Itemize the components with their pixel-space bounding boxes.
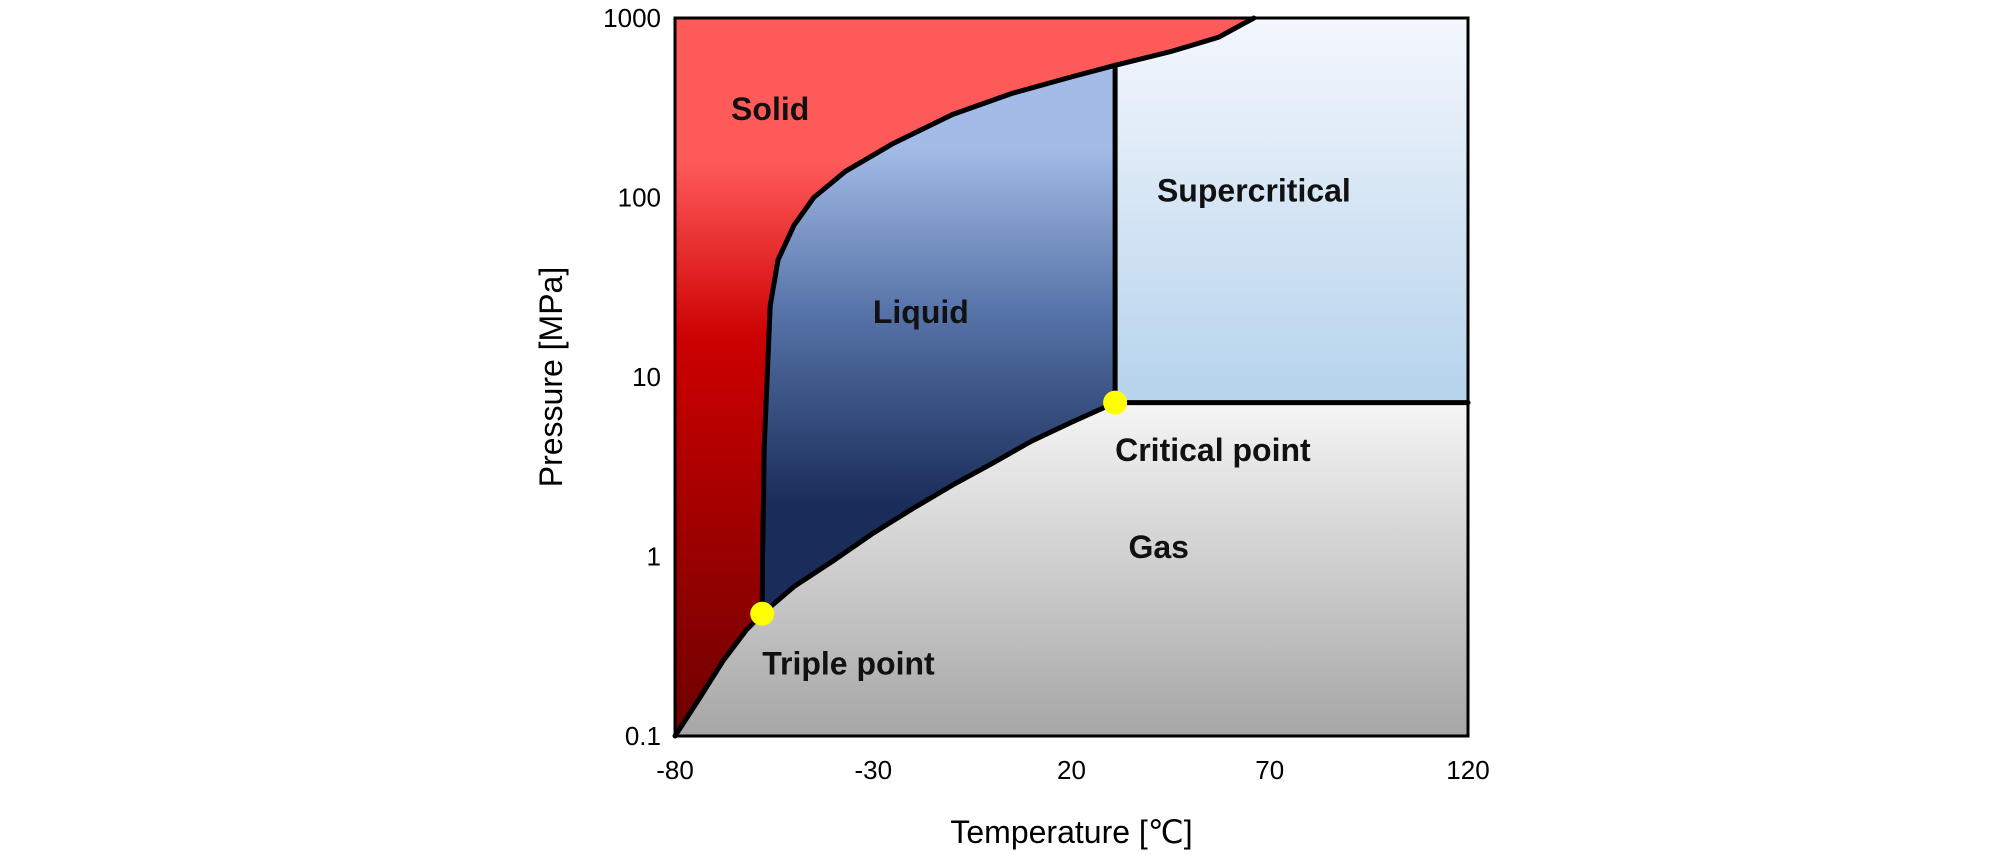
- y-tick-label: 1: [647, 542, 661, 572]
- sublimation-curve: [672, 611, 765, 739]
- x-tick-label: -30: [854, 755, 892, 785]
- y-tick-label: 10: [632, 362, 661, 392]
- y-axis-ticks: 0.1 1 10 100 1000: [603, 3, 661, 751]
- region-label-gas: Gas: [1128, 529, 1188, 565]
- melting-curve: [759, 15, 1257, 617]
- special-points: [750, 390, 1128, 626]
- critical-point-marker: [1103, 390, 1128, 415]
- region-label-supercritical: Supercritical: [1157, 172, 1351, 208]
- region-solid: [675, 18, 1254, 736]
- region-label-liquid: Liquid: [873, 294, 969, 330]
- x-tick-label: 20: [1057, 755, 1086, 785]
- x-axis-ticks: -80 -30 20 70 120: [656, 755, 1489, 785]
- region-labels: Triple point Critical point Solid Liquid Gas…: [731, 91, 1351, 681]
- phase-boundaries: [672, 15, 1471, 739]
- y-tick-label: 0.1: [625, 721, 661, 751]
- x-tick-label: -80: [656, 755, 694, 785]
- critical-point-label: Critical point: [1115, 432, 1311, 468]
- phase-regions: [675, 18, 1468, 736]
- triple-point-marker: [750, 601, 775, 626]
- plot-frame: [673, 16, 1470, 738]
- triple-point-label: Triple point: [762, 646, 935, 682]
- y-axis-title: Pressure [MPa]: [533, 267, 569, 488]
- vaporization-curve: [759, 400, 1118, 617]
- region-liquid: [762, 65, 1116, 614]
- region-supercritical: [1115, 18, 1468, 403]
- y-tick-label: 1000: [603, 3, 661, 33]
- region-gas: [675, 402, 1468, 736]
- x-tick-label: 70: [1255, 755, 1284, 785]
- x-axis-title: Temperature [℃]: [950, 814, 1192, 850]
- y-tick-label: 100: [618, 183, 661, 213]
- x-tick-label: 120: [1446, 755, 1489, 785]
- region-label-solid: Solid: [731, 91, 809, 127]
